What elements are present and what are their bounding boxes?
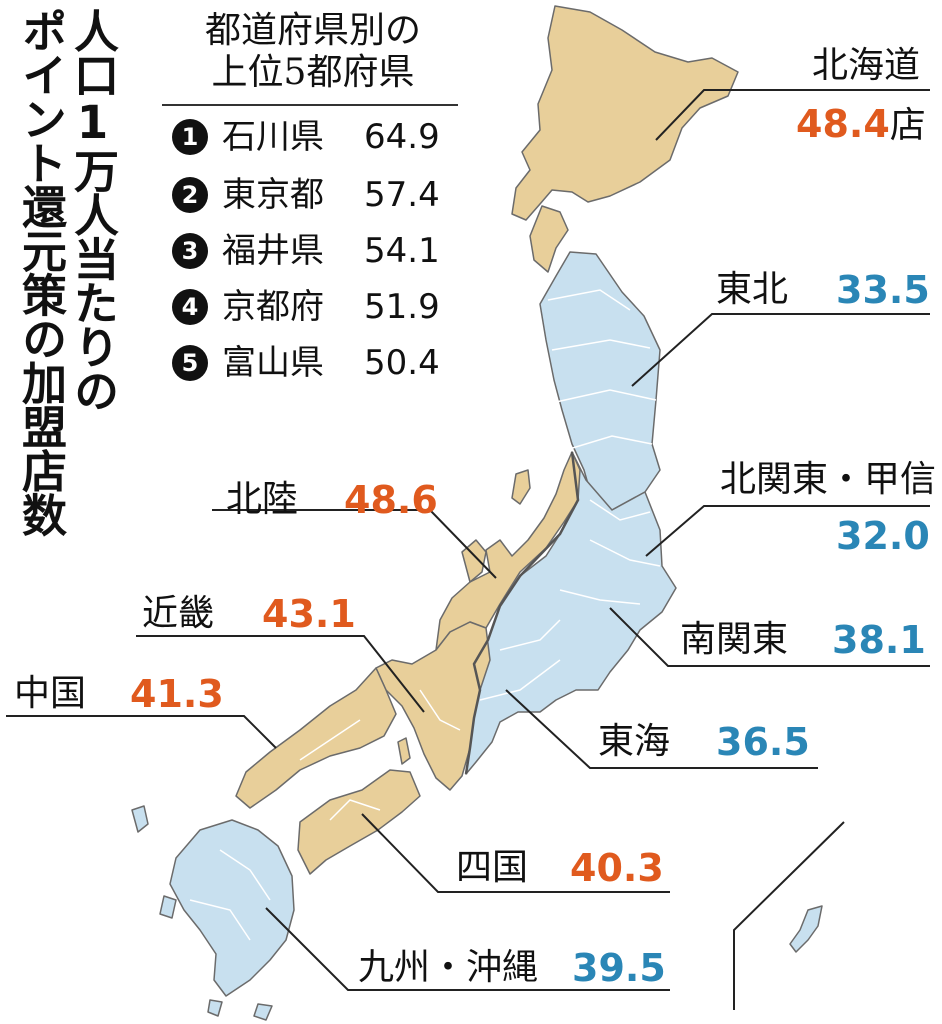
title-line-1: 人口1万人当たりの (66, 8, 119, 412)
rank-value: 64.9 (364, 117, 440, 157)
label-hokuriku-name: 北陸 (226, 479, 299, 520)
label-kitakanto-name: 北関東・甲信 (720, 459, 937, 500)
label-kinki-value: 43.1 (262, 592, 356, 636)
label-tokai-name: 東海 (598, 721, 671, 762)
rank-value: 50.4 (364, 343, 440, 383)
region-shikoku (297, 769, 421, 875)
label-minamikanto-name: 南関東 (680, 619, 789, 660)
rank-badge: 1 (172, 119, 208, 155)
rank-prefecture: 石川県 (222, 117, 324, 157)
title-line-2: ポイント還元策の加盟店数 (14, 8, 67, 536)
rank-badge: 4 (172, 289, 208, 325)
ranking-row: 3 福井県 54.1 (172, 228, 472, 274)
rank-value: 54.1 (364, 231, 440, 271)
label-kyushu-value: 39.5 (572, 946, 666, 990)
rank-badge: 2 (172, 177, 208, 213)
ranking-row: 1 石川県 64.9 (172, 114, 472, 160)
ranking-heading-line-1: 都道府県別の (204, 10, 421, 51)
rank-prefecture: 京都府 (222, 287, 324, 327)
label-chugoku-name: 中国 (14, 673, 87, 714)
label-tokai-value: 36.5 (716, 720, 810, 764)
label-shikoku-value: 40.3 (570, 846, 664, 890)
label-hokuriku-value: 48.6 (344, 478, 438, 522)
rank-prefecture: 福井県 (222, 231, 324, 271)
hokkaido-value: 48.4 (796, 102, 890, 146)
label-hokkaido-value: 48.4店 (796, 102, 926, 148)
leader-tohoku (631, 313, 930, 387)
ranking-row: 2 東京都 57.4 (172, 172, 472, 218)
region-okinawa (789, 905, 823, 953)
label-minamikanto-value: 38.1 (832, 618, 926, 662)
label-kinki-name: 近畿 (142, 593, 215, 634)
ranking-row: 5 富山県 50.4 (172, 340, 472, 386)
leader-kitakanto (645, 505, 930, 557)
label-tohoku-name: 東北 (716, 269, 789, 310)
region-chugoku (235, 667, 397, 809)
rank-prefecture: 東京都 (222, 175, 324, 215)
label-kyushu-name: 九州・沖縄 (358, 947, 539, 988)
label-shikoku-name: 四国 (456, 847, 529, 888)
rank-value: 51.9 (364, 287, 440, 327)
rank-value: 57.4 (364, 175, 440, 215)
label-hokkaido-name: 北海道 (812, 45, 921, 86)
leader-hokuriku (212, 509, 497, 579)
leader-chugoku (6, 715, 277, 749)
ranking-row: 4 京都府 51.9 (172, 284, 472, 330)
leader-kyushu (265, 907, 670, 991)
rank-badge: 3 (172, 233, 208, 269)
region-hokkaido (511, 5, 739, 221)
leader-shikoku (361, 813, 670, 893)
region-kyushu (169, 819, 295, 997)
rank-badge: 5 (172, 345, 208, 381)
leader-tokai (505, 689, 818, 769)
unit-label: 店 (889, 105, 926, 146)
label-chugoku-value: 41.3 (130, 672, 224, 716)
leader-hokkaido (655, 89, 930, 141)
ranking-heading: 都道府県別の 上位5都府県 (168, 10, 458, 94)
ranking-divider (162, 104, 458, 106)
rank-prefecture: 富山県 (222, 343, 324, 383)
ranking-heading-line-2: 上位5都府県 (211, 52, 415, 93)
label-tohoku-value: 33.5 (836, 268, 930, 312)
leader-kinki (136, 635, 425, 713)
leader-minamikanto (609, 607, 930, 667)
region-hokuriku (435, 451, 581, 651)
label-kitakanto-value: 32.0 (836, 514, 930, 558)
